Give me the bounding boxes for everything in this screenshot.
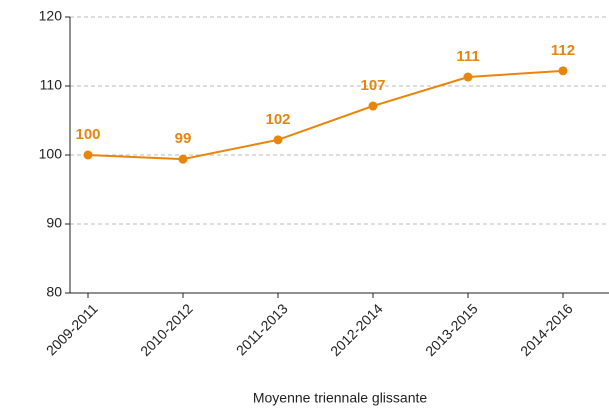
value-label: 102 bbox=[265, 111, 290, 128]
point bbox=[558, 66, 568, 76]
value-label: 107 bbox=[360, 77, 385, 94]
point bbox=[463, 72, 473, 82]
x-tick-label: 2013-2015 bbox=[422, 300, 481, 359]
point bbox=[368, 101, 378, 111]
y-tick-label: 110 bbox=[40, 77, 63, 93]
value-label: 99 bbox=[175, 130, 192, 147]
y-tick-label: 120 bbox=[39, 8, 63, 24]
y-tick-label: 90 bbox=[46, 215, 62, 231]
x-tick-label: 2011-2013 bbox=[233, 300, 291, 358]
y-tick-label: 100 bbox=[39, 146, 63, 162]
x-axis-title: Moyenne triennale glissante bbox=[253, 390, 428, 406]
point bbox=[273, 135, 283, 145]
y-tick-label: 80 bbox=[46, 284, 62, 300]
line bbox=[87, 69, 564, 161]
x-tick-label: 2012-2014 bbox=[327, 300, 386, 359]
value-label: 100 bbox=[75, 126, 100, 143]
x-tick-label: 2014-2016 bbox=[517, 300, 576, 359]
x-tick-label: 2009-2011 bbox=[43, 300, 101, 358]
value-label: 112 bbox=[551, 42, 575, 59]
value-label: 111 bbox=[456, 48, 479, 65]
x-tick-label: 2010-2012 bbox=[137, 300, 196, 359]
point bbox=[83, 150, 93, 160]
point bbox=[178, 154, 188, 164]
